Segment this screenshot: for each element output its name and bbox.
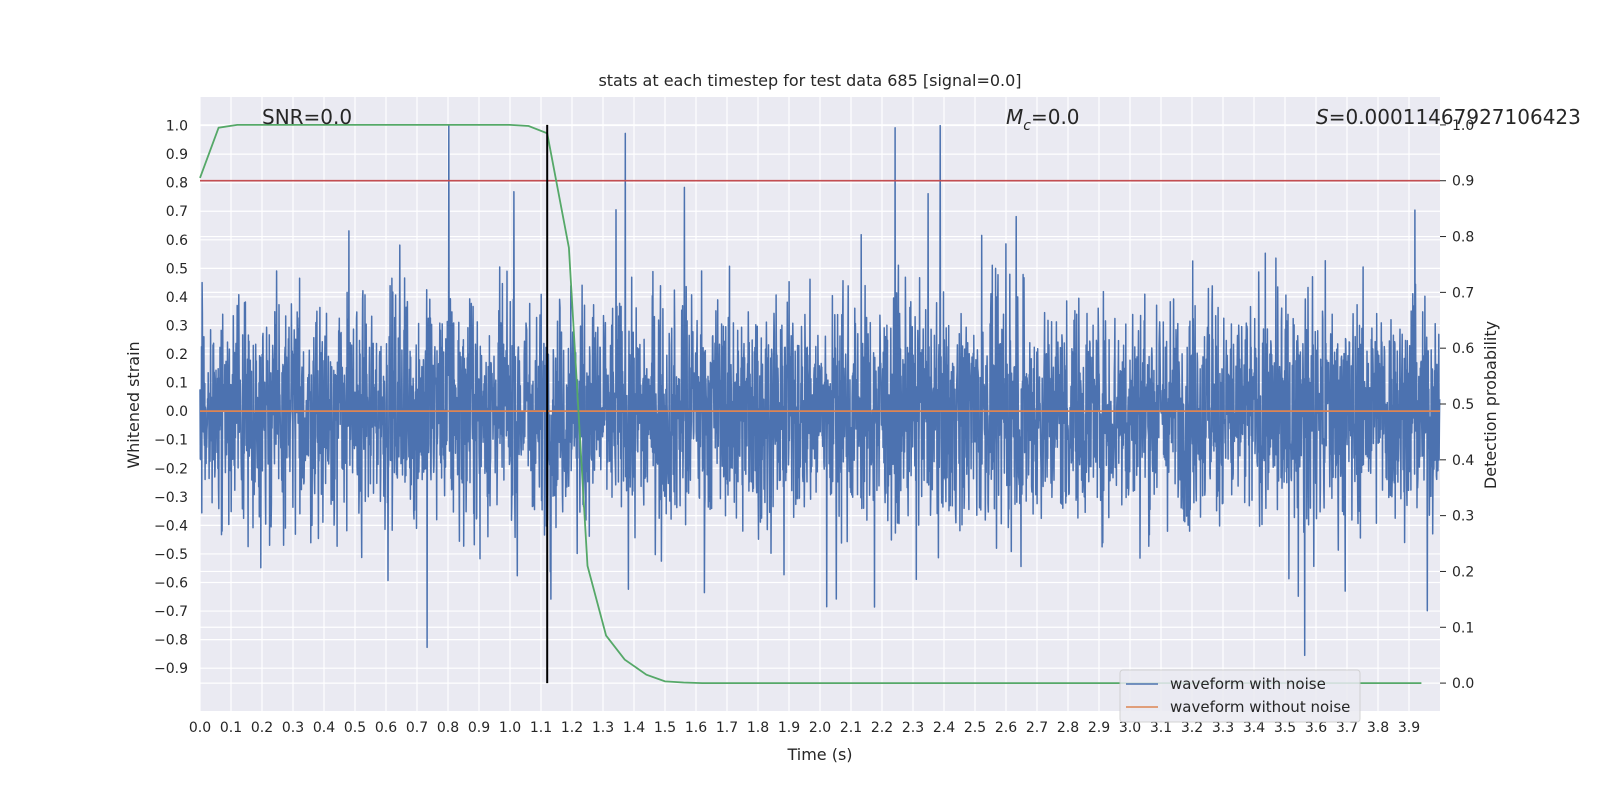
y-right-axis-ticks: 1.0 0.9 0.8 0.7 0.6 0.5 0.4 0.3 0.2 0.1 0.0 bbox=[1440, 118, 1474, 692]
legend-label-clean: waveform without noise bbox=[1170, 698, 1350, 716]
y-tick-label: 0.1 bbox=[166, 376, 188, 392]
snr-annotation: SNR=0.0 bbox=[262, 105, 352, 129]
s-value: =0.00011467927106423 bbox=[1329, 105, 1581, 129]
x-tick-label: 0.8 bbox=[437, 720, 459, 736]
noise-waveform-line bbox=[199, 124, 1441, 657]
y-right-tick-label: 0.0 bbox=[1452, 676, 1474, 692]
y-right-tick-label: 0.8 bbox=[1452, 230, 1474, 246]
x-tick-label: 0.3 bbox=[282, 720, 304, 736]
y-right-tick-label: 0.2 bbox=[1452, 564, 1474, 580]
x-axis-label: Time (s) bbox=[786, 745, 852, 764]
x-tick-label: 0.5 bbox=[344, 720, 366, 736]
legend: waveform with noise waveform without noi… bbox=[1119, 669, 1361, 723]
y-tick-label: 0.6 bbox=[166, 233, 188, 249]
y-tick-label: −0.6 bbox=[154, 575, 188, 591]
x-tick-label: 0.2 bbox=[251, 720, 273, 736]
x-tick-label: 1.3 bbox=[592, 720, 614, 736]
y-tick-label: −0.9 bbox=[154, 661, 188, 677]
chirp-mass-value: =0.0 bbox=[1031, 105, 1080, 129]
y-tick-label: 0.8 bbox=[166, 176, 188, 192]
y-tick-label: 1.0 bbox=[166, 119, 188, 135]
y-right-tick-label: 0.1 bbox=[1452, 620, 1474, 636]
x-tick-label: 2.1 bbox=[840, 720, 862, 736]
x-tick-label: 3.7 bbox=[1336, 720, 1358, 736]
y-tick-label: 0.2 bbox=[166, 347, 188, 363]
x-tick-label: 3.9 bbox=[1398, 720, 1420, 736]
y-right-tick-label: 0.7 bbox=[1452, 285, 1474, 301]
x-tick-label: 3.3 bbox=[1212, 720, 1234, 736]
s-symbol: S bbox=[1316, 105, 1329, 129]
y-right-tick-label: 0.5 bbox=[1452, 397, 1474, 413]
y-tick-label: 0.4 bbox=[166, 290, 188, 306]
x-tick-label: 0.6 bbox=[375, 720, 397, 736]
y-right-axis-label: Detection probability bbox=[1481, 321, 1500, 489]
y-right-tick-label: 0.4 bbox=[1452, 453, 1474, 469]
x-tick-label: 2.5 bbox=[964, 720, 986, 736]
y-axis-ticks: 1.0 0.9 0.8 0.7 0.6 0.5 0.4 0.3 0.2 0.1 0.0 −0.1 −0.… bbox=[154, 119, 188, 678]
x-tick-label: 2.3 bbox=[902, 720, 924, 736]
y-tick-label: −0.5 bbox=[154, 547, 188, 563]
chirp-mass-annotation: Mc=0.0 bbox=[1006, 105, 1080, 134]
x-tick-label: 3.5 bbox=[1274, 720, 1296, 736]
y-tick-label: −0.8 bbox=[154, 633, 188, 649]
x-tick-label: 1.5 bbox=[654, 720, 676, 736]
chirp-mass-subscript: c bbox=[1023, 118, 1031, 134]
x-tick-label: 1.4 bbox=[623, 720, 645, 736]
x-tick-label: 0.7 bbox=[406, 720, 428, 736]
x-tick-label: 2.0 bbox=[809, 720, 831, 736]
legend-label-noise: waveform with noise bbox=[1170, 675, 1326, 693]
x-tick-label: 3.0 bbox=[1119, 720, 1141, 736]
y-tick-label: 0.7 bbox=[166, 204, 188, 220]
x-tick-label: 2.6 bbox=[995, 720, 1017, 736]
x-tick-label: 1.0 bbox=[499, 720, 521, 736]
x-tick-label: 3.1 bbox=[1150, 720, 1172, 736]
x-axis-ticks: 0.0 0.1 0.2 0.3 0.4 0.5 0.6 0.7 0.8 0.9 1.0 1.1 1.2 1… bbox=[189, 720, 1420, 736]
x-tick-label: 1.9 bbox=[778, 720, 800, 736]
x-tick-label: 1.1 bbox=[530, 720, 552, 736]
y-tick-label: 0.9 bbox=[166, 147, 188, 163]
y-tick-label: 0.5 bbox=[166, 261, 188, 277]
x-tick-label: 3.6 bbox=[1305, 720, 1327, 736]
y-right-tick-label: 0.9 bbox=[1452, 174, 1474, 190]
x-tick-label: 3.8 bbox=[1367, 720, 1389, 736]
y-right-tick-label: 1.0 bbox=[1452, 118, 1474, 134]
y-right-tick-label: 0.3 bbox=[1452, 509, 1474, 525]
y-tick-label: −0.3 bbox=[154, 490, 188, 506]
y-right-tick-label: 0.6 bbox=[1452, 341, 1474, 357]
x-tick-label: 0.0 bbox=[189, 720, 211, 736]
y-axis-label: Whitened strain bbox=[124, 341, 143, 468]
chart-title: stats at each timestep for test data 685… bbox=[598, 71, 1021, 90]
x-tick-label: 2.9 bbox=[1088, 720, 1110, 736]
overlay-lines bbox=[199, 124, 1440, 684]
x-tick-label: 3.4 bbox=[1243, 720, 1265, 736]
x-tick-label: 1.8 bbox=[747, 720, 769, 736]
y-tick-label: −0.2 bbox=[154, 461, 188, 477]
chirp-mass-symbol: M bbox=[1006, 105, 1023, 129]
waveform-with-noise-series bbox=[199, 124, 1441, 657]
x-tick-label: 1.7 bbox=[716, 720, 738, 736]
x-tick-label: 2.2 bbox=[871, 720, 893, 736]
x-tick-label: 0.4 bbox=[313, 720, 335, 736]
x-tick-label: 1.2 bbox=[561, 720, 583, 736]
x-tick-label: 0.9 bbox=[468, 720, 490, 736]
legend-box bbox=[1119, 669, 1361, 723]
detection-probability-line bbox=[199, 124, 1422, 684]
x-tick-label: 2.8 bbox=[1057, 720, 1079, 736]
y-tick-label: −0.7 bbox=[154, 604, 188, 620]
y-tick-label: 0.3 bbox=[166, 318, 188, 334]
s-annotation: S=0.00011467927106423 bbox=[1316, 105, 1581, 129]
x-tick-label: 2.4 bbox=[933, 720, 955, 736]
x-tick-label: 1.6 bbox=[685, 720, 707, 736]
x-tick-label: 0.1 bbox=[220, 720, 242, 736]
y-tick-label: −0.1 bbox=[154, 433, 188, 449]
x-tick-label: 2.7 bbox=[1026, 720, 1048, 736]
y-tick-label: 0.0 bbox=[166, 404, 188, 420]
y-tick-label: −0.4 bbox=[154, 518, 188, 534]
x-tick-label: 3.2 bbox=[1181, 720, 1203, 736]
